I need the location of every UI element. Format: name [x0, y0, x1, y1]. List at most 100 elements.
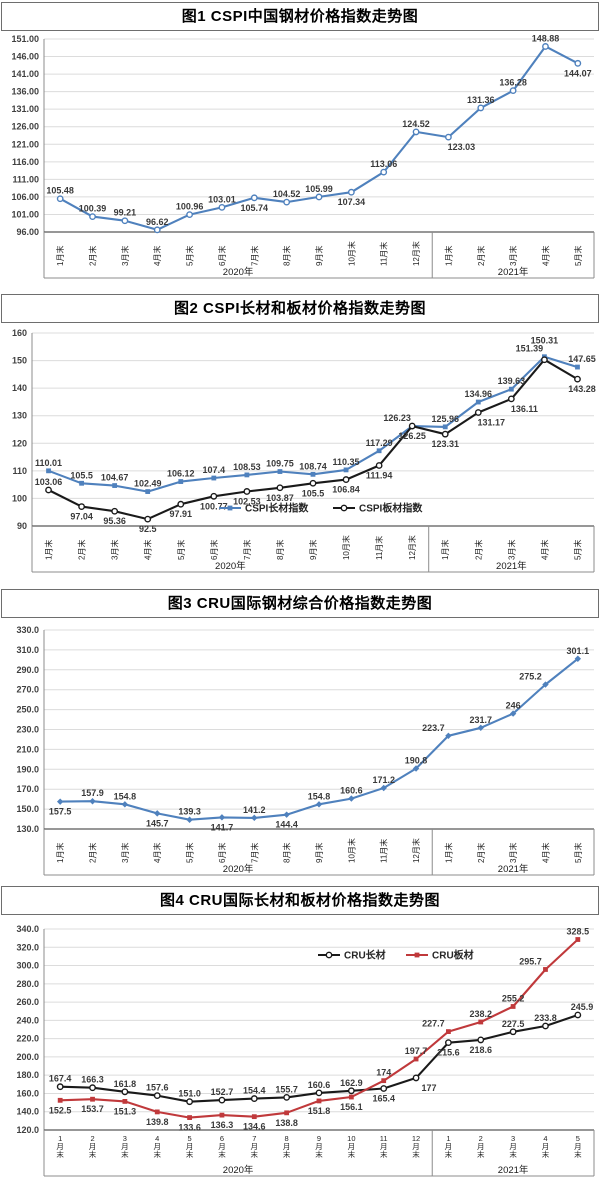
- svg-text:131.17: 131.17: [478, 417, 506, 427]
- svg-text:155.7: 155.7: [275, 1084, 298, 1094]
- svg-text:10月末: 10月末: [346, 838, 356, 863]
- svg-text:152.5: 152.5: [49, 1105, 72, 1115]
- svg-text:105.5: 105.5: [70, 470, 93, 480]
- svg-text:233.8: 233.8: [534, 1013, 557, 1023]
- figure2-chart: 90 100 110 120 130 140 150 160 1月末 2月末 3月末 4月末 5月末 6月…: [1, 323, 600, 574]
- svg-text:110: 110: [12, 466, 27, 476]
- svg-text:141.2: 141.2: [243, 805, 266, 815]
- svg-text:8月末: 8月末: [282, 843, 292, 863]
- svg-text:12月末: 12月末: [411, 241, 421, 266]
- svg-text:160: 160: [12, 328, 27, 338]
- svg-text:11月末: 11月末: [374, 536, 384, 560]
- svg-text:104.67: 104.67: [101, 473, 129, 483]
- svg-text:2月末: 2月末: [476, 843, 486, 863]
- svg-text:3月末: 3月末: [120, 246, 130, 266]
- svg-text:CRU板材: CRU板材: [432, 949, 474, 962]
- svg-text:110.01: 110.01: [35, 458, 62, 468]
- svg-text:7月末: 7月末: [251, 1134, 259, 1159]
- svg-text:8月末: 8月末: [283, 1134, 291, 1159]
- svg-text:105.48: 105.48: [46, 186, 74, 196]
- figure1-title: 图1 CSPI中国钢材价格指数走势图: [1, 2, 599, 31]
- svg-text:126.25: 126.25: [398, 431, 426, 441]
- svg-text:1月末: 1月末: [55, 246, 65, 266]
- svg-text:139.8: 139.8: [146, 1117, 169, 1127]
- svg-text:9月末: 9月末: [314, 843, 324, 863]
- svg-text:105.74: 105.74: [241, 203, 269, 213]
- svg-text:154.8: 154.8: [114, 791, 137, 801]
- svg-text:136.00: 136.00: [11, 87, 39, 97]
- svg-text:154.8: 154.8: [308, 791, 331, 801]
- svg-text:111.00: 111.00: [12, 174, 39, 184]
- svg-text:227.5: 227.5: [502, 1019, 525, 1029]
- svg-text:4月末: 4月末: [152, 843, 162, 863]
- svg-text:11月末: 11月末: [380, 1134, 388, 1159]
- svg-text:9月末: 9月末: [315, 1134, 323, 1159]
- svg-text:6月末: 6月末: [217, 843, 227, 863]
- svg-text:215.6: 215.6: [437, 1048, 460, 1058]
- svg-text:150.0: 150.0: [16, 804, 39, 814]
- svg-text:4月末: 4月末: [153, 1134, 161, 1159]
- svg-text:140: 140: [12, 383, 27, 393]
- svg-text:95.36: 95.36: [103, 516, 126, 526]
- svg-text:160.6: 160.6: [308, 1080, 331, 1090]
- svg-text:157.5: 157.5: [49, 807, 72, 817]
- svg-text:1月末: 1月末: [44, 540, 54, 560]
- svg-text:5月末: 5月末: [573, 246, 583, 266]
- svg-text:152.7: 152.7: [211, 1087, 234, 1097]
- figure1-panel: 图1 CSPI中国钢材价格指数走势图 96.00 101.00 106.00 111.…: [1, 2, 600, 280]
- svg-text:3月末: 3月末: [506, 540, 516, 560]
- svg-text:150: 150: [12, 356, 27, 366]
- svg-text:103.06: 103.06: [35, 477, 63, 487]
- svg-text:145.7: 145.7: [146, 818, 169, 828]
- svg-text:174: 174: [376, 1068, 391, 1078]
- svg-text:255.2: 255.2: [502, 993, 525, 1003]
- svg-text:250.0: 250.0: [16, 705, 39, 715]
- svg-text:3月末: 3月末: [121, 1134, 129, 1159]
- svg-text:124.52: 124.52: [402, 119, 430, 129]
- svg-text:105.5: 105.5: [302, 488, 325, 498]
- svg-text:2月末: 2月末: [476, 246, 486, 266]
- svg-text:270.0: 270.0: [16, 685, 39, 695]
- svg-text:90: 90: [17, 521, 27, 531]
- svg-text:5月末: 5月末: [176, 540, 186, 560]
- svg-text:2月末: 2月末: [89, 1134, 97, 1159]
- svg-text:330.0: 330.0: [16, 625, 39, 635]
- svg-text:103.87: 103.87: [266, 493, 294, 503]
- svg-text:102.49: 102.49: [134, 479, 162, 489]
- svg-text:144.4: 144.4: [275, 820, 298, 830]
- svg-text:2021年: 2021年: [498, 863, 529, 875]
- svg-text:100.77: 100.77: [200, 501, 228, 511]
- svg-text:96.00: 96.00: [16, 227, 39, 237]
- svg-text:150.31: 150.31: [531, 336, 559, 346]
- svg-text:9月末: 9月末: [308, 540, 318, 560]
- svg-text:111.94: 111.94: [366, 471, 393, 481]
- svg-text:133.6: 133.6: [178, 1123, 201, 1133]
- svg-text:5月末: 5月末: [185, 246, 195, 266]
- svg-text:160.0: 160.0: [16, 1088, 39, 1098]
- svg-text:190.8: 190.8: [405, 756, 428, 766]
- svg-text:120: 120: [12, 438, 27, 448]
- svg-text:227.7: 227.7: [422, 1019, 445, 1029]
- svg-text:96.62: 96.62: [146, 217, 169, 227]
- svg-text:1月末: 1月末: [445, 1134, 453, 1159]
- svg-text:6月末: 6月末: [218, 1134, 226, 1159]
- svg-text:139.63: 139.63: [498, 376, 526, 386]
- svg-text:131.36: 131.36: [467, 95, 495, 105]
- svg-text:11月末: 11月末: [379, 839, 389, 863]
- figure2-title: 图2 CSPI长材和板材价格指数走势图: [1, 294, 599, 323]
- svg-text:143.28: 143.28: [568, 384, 596, 394]
- svg-text:7月末: 7月末: [249, 246, 259, 266]
- svg-text:5月末: 5月末: [574, 1134, 582, 1159]
- svg-text:4月末: 4月末: [152, 246, 162, 266]
- svg-text:162.9: 162.9: [340, 1078, 363, 1088]
- svg-text:2月末: 2月末: [477, 1134, 485, 1159]
- svg-text:136.28: 136.28: [499, 78, 527, 88]
- svg-text:165.4: 165.4: [372, 1094, 395, 1104]
- svg-text:151.3: 151.3: [114, 1106, 137, 1116]
- svg-text:280.0: 280.0: [16, 979, 39, 989]
- svg-text:148.88: 148.88: [532, 33, 560, 43]
- svg-text:200.0: 200.0: [16, 1052, 39, 1062]
- svg-text:3月末: 3月末: [508, 843, 518, 863]
- svg-text:136.11: 136.11: [511, 404, 538, 414]
- svg-text:97.91: 97.91: [169, 509, 192, 519]
